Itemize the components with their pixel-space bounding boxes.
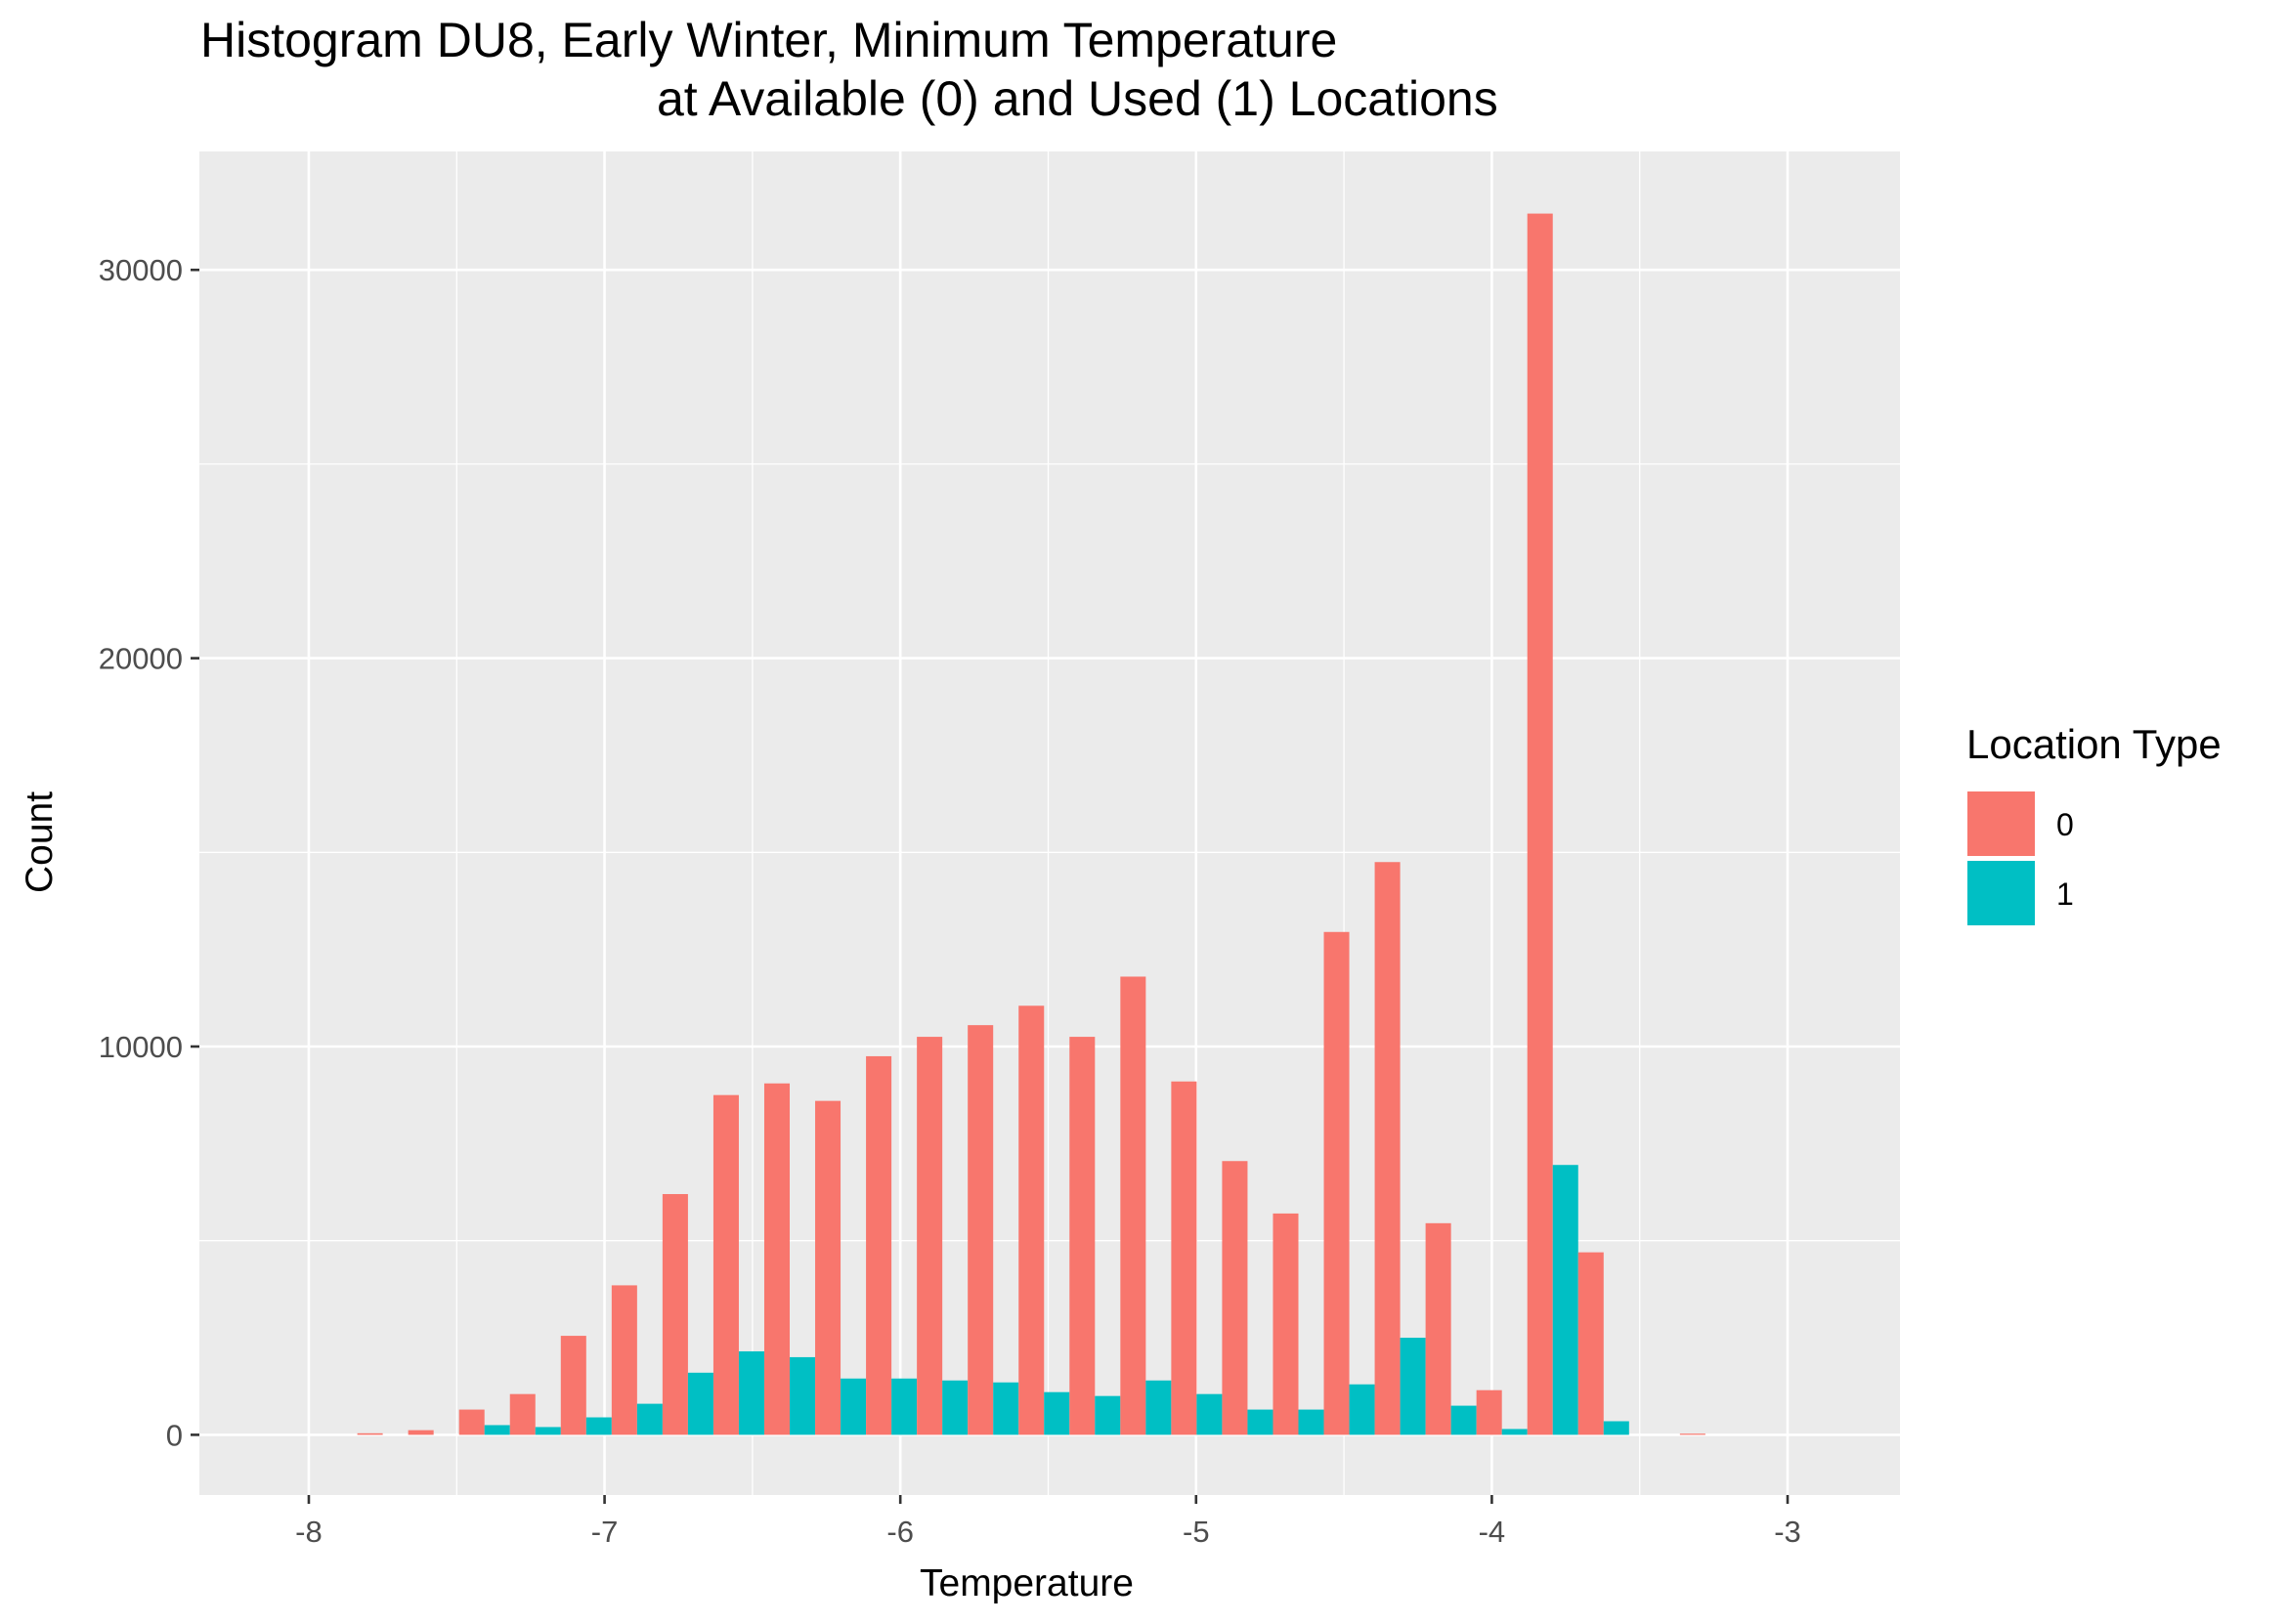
y-tick-label: 10000 [99, 1030, 183, 1064]
chart-title-line-1: Histogram DU8, Early Winter, Minimum Tem… [200, 13, 1338, 67]
bar-series-0 [1476, 1389, 1502, 1435]
chart-title-line-2: at Available (0) and Used (1) Locations [657, 71, 1498, 126]
bar-series-1 [535, 1427, 561, 1435]
x-tick-label: -6 [886, 1515, 914, 1549]
bar-series-0 [1069, 1037, 1096, 1435]
bar-series-1 [738, 1350, 764, 1435]
bar-series-0 [458, 1409, 485, 1435]
bar-series-1 [1095, 1395, 1121, 1435]
legend-title: Location Type [1966, 721, 2222, 767]
legend-key-0 [1967, 791, 2035, 856]
bar-series-0 [866, 1055, 892, 1435]
bar-series-0 [968, 1025, 994, 1435]
bar-series-0 [1323, 931, 1350, 1435]
bar-series-1 [790, 1356, 816, 1435]
bar-series-1 [993, 1382, 1019, 1435]
bar-series-1 [1247, 1409, 1273, 1435]
plot-panel [199, 151, 1900, 1495]
legend-key-1 [1967, 861, 2035, 925]
bar-series-0 [611, 1285, 637, 1435]
bar-series-0 [917, 1037, 943, 1435]
axis-ticks: -8 -7 -6 -5 -4 -3 0 10000 20000 30000 [99, 253, 1801, 1549]
bar-series-0 [1018, 1005, 1045, 1435]
x-tick-label: -3 [1774, 1515, 1801, 1549]
bar-series-0 [1679, 1433, 1705, 1435]
bar-series-0 [662, 1194, 688, 1435]
bar-series-1 [1349, 1384, 1375, 1435]
gridlines [199, 151, 1900, 1495]
bar-series-0 [357, 1432, 383, 1435]
bar-series-0 [509, 1393, 536, 1435]
x-tick-label: -7 [591, 1515, 619, 1549]
x-tick-label: -4 [1479, 1515, 1506, 1549]
bar-series-1 [942, 1380, 969, 1435]
bar-series-0 [1222, 1161, 1248, 1435]
legend-label-0: 0 [2056, 807, 2074, 842]
bar-series-0 [1120, 976, 1146, 1435]
bar-series-1 [1552, 1165, 1578, 1435]
bar-series-1 [636, 1403, 663, 1435]
bar-series-1 [1450, 1405, 1477, 1435]
x-tick-label: -8 [295, 1515, 323, 1549]
bar-series-0 [560, 1336, 586, 1435]
bar-series-0 [1273, 1213, 1299, 1435]
bar-series-1 [1400, 1338, 1426, 1435]
bar-series-0 [763, 1083, 791, 1435]
bars [357, 213, 1705, 1435]
y-tick-label: 0 [166, 1418, 183, 1452]
bar-series-1 [1298, 1409, 1324, 1435]
bar-series-1 [1603, 1421, 1629, 1435]
bar-series-0 [1171, 1081, 1197, 1435]
bar-series-0 [408, 1430, 434, 1435]
bar-series-1 [585, 1417, 612, 1435]
y-axis-title: Count [19, 791, 61, 894]
x-axis-title: Temperature [920, 1562, 1134, 1604]
bar-series-0 [1577, 1252, 1604, 1435]
bar-series-0 [712, 1094, 739, 1435]
bar-series-0 [1425, 1222, 1451, 1435]
bar-series-1 [1196, 1393, 1223, 1435]
bar-series-1 [484, 1425, 510, 1435]
y-tick-label: 20000 [99, 642, 183, 676]
bar-series-1 [687, 1372, 713, 1435]
bar-series-0 [1374, 862, 1401, 1435]
bar-series-1 [841, 1378, 867, 1435]
bar-series-1 [1501, 1429, 1528, 1435]
y-tick-label: 30000 [99, 253, 183, 287]
bar-series-1 [891, 1378, 918, 1435]
bar-series-0 [1527, 213, 1553, 1435]
legend-label-1: 1 [2056, 876, 2074, 912]
bar-series-0 [815, 1100, 841, 1435]
x-tick-label: -5 [1183, 1515, 1210, 1549]
bar-series-1 [1044, 1391, 1070, 1435]
bar-series-1 [1145, 1380, 1172, 1435]
